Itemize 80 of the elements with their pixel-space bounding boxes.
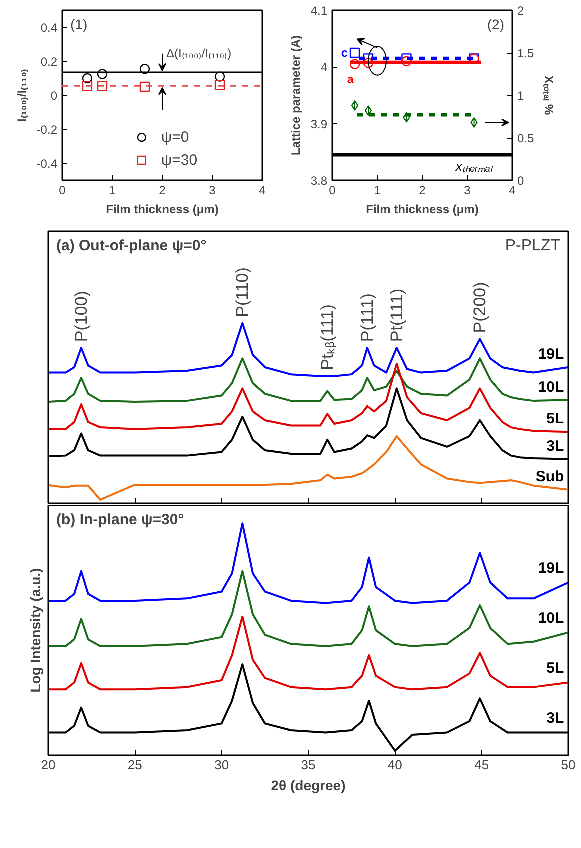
y-axis-title: I₍₁₀₀₎/I₍₁₁₀₎ — [14, 68, 29, 122]
point — [470, 118, 478, 128]
annotation: Ptₖᵦ(111) — [318, 304, 338, 370]
x-tick-label: 30 — [214, 758, 230, 772]
y-tick-label: -0.4 — [36, 157, 58, 171]
series-label: a — [347, 72, 354, 86]
series-label: xₜₕₑᵣₘₐₗ — [454, 159, 494, 174]
annotation: P(100) — [72, 291, 91, 342]
series-label: c — [341, 46, 348, 60]
series-label: 5L — [546, 410, 564, 428]
y-axis-title: Lattice parameter (A) — [288, 35, 303, 156]
x-tick-label: 40 — [388, 758, 402, 772]
y-tick-label: 4 — [320, 60, 328, 75]
y-tick-label: 0.4 — [40, 21, 58, 35]
series-label: 19L — [538, 346, 564, 364]
chart-title: (b) In-plane ψ=30° — [56, 512, 184, 528]
point — [214, 72, 226, 82]
point — [140, 64, 150, 74]
annotation: Δ(I₍₁₀₀₎/I₍₁₁₀₎) — [166, 46, 232, 61]
x-tick-label: 2 — [419, 184, 426, 198]
x-tick-label: 25 — [128, 758, 142, 772]
series-label: 10L — [538, 610, 564, 628]
point — [82, 73, 93, 84]
y-tick-label: 3.8 — [310, 174, 328, 188]
chart-title: (a) Out-of-plane ψ=0° — [56, 238, 207, 254]
x-tick-label: 0 — [59, 184, 66, 198]
annotation: (2) — [487, 16, 505, 32]
point — [97, 81, 108, 92]
series-label: 3L — [546, 438, 564, 455]
x-axis-title: Film thickness (μm) — [106, 202, 219, 216]
x-tick-label: 2 — [159, 184, 166, 198]
x-tick-label: 45 — [474, 758, 490, 772]
x-tick-label: 20 — [41, 758, 56, 772]
legend-label: ψ=30 — [161, 152, 198, 168]
x-tick-label: 4 — [259, 184, 266, 198]
series-label: 10L — [538, 378, 564, 396]
text: P-PLZT — [505, 238, 561, 254]
y2-tick-label: 1 — [518, 89, 524, 103]
x-tick-label: 3 — [209, 184, 216, 198]
point — [351, 100, 359, 111]
point — [364, 106, 372, 116]
y2-tick-label: 0.5 — [518, 132, 535, 146]
x-tick-label: 3 — [464, 184, 472, 198]
y-tick-label: 0.2 — [40, 55, 58, 69]
point — [97, 69, 108, 80]
y-tick-label: 4.1 — [310, 4, 328, 18]
series-label: 3L — [546, 710, 564, 728]
series-label: 19L — [538, 560, 564, 578]
y-tick-label: -0.2 — [36, 123, 58, 137]
y2-tick-label: 0 — [518, 174, 524, 188]
y-axis-title: Log Intensity (a.u.) — [28, 568, 44, 693]
annotation: Pt(111) — [387, 288, 406, 342]
point — [140, 82, 150, 92]
point — [214, 80, 226, 90]
x-tick-label: 1 — [374, 184, 382, 198]
y-tick-label: 3.9 — [310, 117, 328, 132]
point — [363, 58, 374, 68]
x-tick-label: 50 — [561, 758, 576, 772]
y2-tick-label: 1.5 — [518, 46, 535, 60]
chart-title: (1) — [70, 16, 88, 32]
annotation: P(200) — [470, 282, 490, 334]
point — [350, 48, 360, 58]
point — [350, 59, 360, 70]
annotation: P(110) — [233, 268, 252, 318]
x-tick-label: 35 — [301, 758, 316, 772]
y2-axis-title: Xₜₒₜₐₗ % — [542, 76, 556, 116]
series-label: 5L — [546, 660, 564, 678]
series-label: Sub — [536, 468, 564, 486]
point — [82, 81, 93, 92]
x-tick-label: 4 — [509, 184, 516, 198]
annotation: P(111) — [358, 294, 377, 342]
point — [402, 56, 412, 67]
y2-tick-label: 2 — [518, 4, 524, 18]
x-tick-label: 0 — [329, 184, 336, 198]
x-axis-title: 2θ (degree) — [271, 778, 346, 794]
x-axis-title: Film thickness (μm) — [366, 202, 479, 216]
x-tick-label: 1 — [109, 184, 116, 198]
legend-label: ψ=0 — [161, 128, 190, 146]
y-tick-label: 0 — [50, 89, 58, 103]
point — [403, 112, 410, 123]
